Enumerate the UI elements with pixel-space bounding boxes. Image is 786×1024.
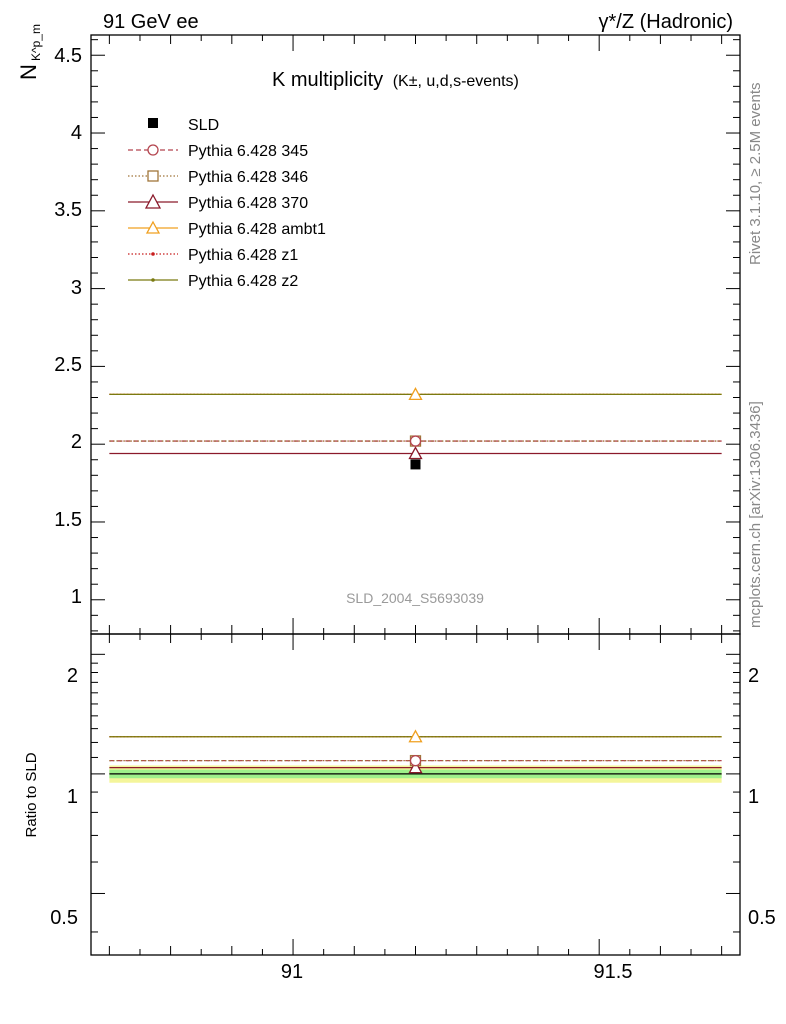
legend-marker-square xyxy=(148,118,158,128)
legend-label: Pythia 6.428 345 xyxy=(188,143,308,160)
legend-marker-dot xyxy=(151,278,155,282)
legend-label: Pythia 6.428 z1 xyxy=(188,247,298,264)
legend-label: Pythia 6.428 370 xyxy=(188,195,308,212)
ratio-y-tick-label-right: 1 xyxy=(748,786,759,808)
ratio-y-tick-labels: 0.5 1 2 0.5 1 2 xyxy=(50,665,776,929)
y-tick-label: 4.5 xyxy=(54,45,82,67)
ratio-plot-frame xyxy=(90,633,741,956)
legend-entry: Pythia 6.428 ambt1 xyxy=(128,220,326,238)
ratio-y-tick-label: 0.5 xyxy=(50,907,78,929)
x-tick-label: 91 xyxy=(281,961,303,983)
ratio-y-tick-label: 1 xyxy=(67,786,78,808)
legend-label: Pythia 6.428 ambt1 xyxy=(188,221,326,238)
y-label-subscript: K^p_m xyxy=(29,24,43,61)
y-tick-label: 1 xyxy=(71,586,82,608)
rivet-version-label: Rivet 3.1.10, ≥ 2.5M events xyxy=(747,83,764,266)
x-tick-labels: 91 91.5 xyxy=(281,961,633,983)
header-right-label: γ*/Z (Hadronic) xyxy=(599,11,733,33)
legend-label: Pythia 6.428 346 xyxy=(188,169,308,186)
legend-marker-triangle xyxy=(144,193,162,209)
data-point-marker xyxy=(409,754,422,767)
y-tick-label: 2.5 xyxy=(54,354,82,376)
y-tick-label: 4 xyxy=(71,122,82,144)
data-point-marker xyxy=(408,729,423,743)
legend-entry: Pythia 6.428 z2 xyxy=(128,273,298,290)
main-y-tick-labels: 1 1.5 2 2.5 3 3.5 4 4.5 xyxy=(54,45,82,608)
main-y-axis-label: N K^p_m xyxy=(16,24,43,80)
legend-marker-square-open xyxy=(147,170,159,182)
analysis-id-label: SLD_2004_S5693039 xyxy=(346,590,484,606)
series-layer xyxy=(109,387,722,774)
ratio-y-tick-label: 2 xyxy=(67,665,78,687)
legend-label: SLD xyxy=(188,117,219,134)
legend: SLD Pythia 6.428 345 Pythia 6.428 346 Py… xyxy=(128,117,326,290)
legend-entry: Pythia 6.428 370 xyxy=(128,193,308,212)
data-point-marker xyxy=(408,760,423,774)
ratio-bands xyxy=(109,765,722,783)
ratio-y-tick-label-right: 2 xyxy=(748,665,759,687)
data-point-marker xyxy=(410,459,421,470)
mcplots-label: mcplots.cern.ch [arXiv:1306.3436] xyxy=(747,401,764,628)
x-tick-label: 91.5 xyxy=(594,961,633,983)
y-tick-label: 2 xyxy=(71,431,82,453)
data-point-marker xyxy=(408,387,423,401)
ratio-y-axis-label: Ratio to SLD xyxy=(23,752,40,837)
legend-entry: Pythia 6.428 345 xyxy=(128,143,308,160)
chart-title-sub: (K±, u,d,s-events) xyxy=(393,73,519,90)
legend-entry: SLD xyxy=(148,117,219,134)
y-tick-label: 1.5 xyxy=(54,509,82,531)
header-left-label: 91 GeV ee xyxy=(103,11,199,33)
legend-marker-dot xyxy=(151,252,155,256)
ratio-y-tick-label-right: 0.5 xyxy=(748,907,776,929)
y-label-main: N xyxy=(16,64,41,80)
data-point-marker xyxy=(408,446,423,460)
chart-title-main: K multiplicity xyxy=(272,69,383,91)
legend-entry: Pythia 6.428 z1 xyxy=(128,247,298,264)
data-point-marker xyxy=(409,435,422,447)
legend-marker-triangle xyxy=(145,220,161,234)
chart-title: K multiplicity (K±, u,d,s-events) xyxy=(272,69,519,91)
y-tick-label: 3.5 xyxy=(54,199,82,221)
legend-label: Pythia 6.428 z2 xyxy=(188,273,298,290)
legend-marker-circle xyxy=(147,144,159,156)
legend-entry: Pythia 6.428 346 xyxy=(128,169,308,186)
axis-ticks xyxy=(91,35,740,955)
y-tick-label: 3 xyxy=(71,277,82,299)
